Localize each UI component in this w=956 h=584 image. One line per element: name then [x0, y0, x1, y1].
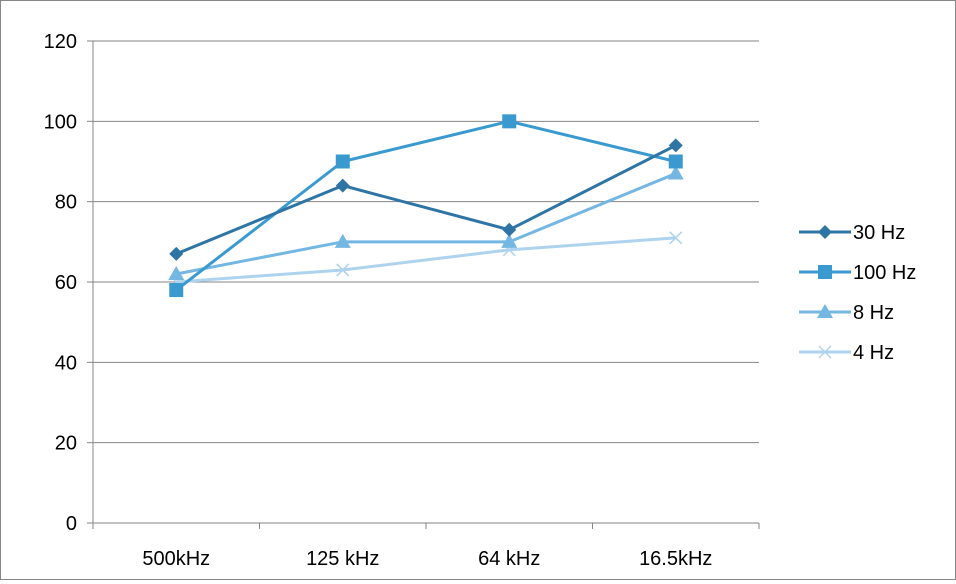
legend-item: 4 Hz: [799, 342, 894, 364]
series-line: [175, 119, 677, 292]
series-8-hz: [168, 165, 684, 280]
legend-marker: [818, 265, 832, 279]
legend-item: 30 Hz: [799, 222, 905, 244]
y-tick-label: 20: [55, 433, 77, 455]
legend-marker: [818, 225, 832, 239]
data-point: [336, 263, 350, 277]
data-point: [334, 233, 351, 248]
legend-marker: [818, 345, 832, 359]
legend-item: 8 Hz: [799, 302, 894, 324]
legend-label: 30 Hz: [853, 222, 905, 244]
x-tick-label: 125 kHz: [306, 548, 379, 570]
legend: 30 Hz 100 Hz 8 Hz 4 Hz: [799, 222, 916, 364]
series-lines: [168, 114, 684, 298]
y-tick-label: 60: [55, 272, 77, 294]
y-tick-label: 120: [44, 31, 77, 53]
data-point: [667, 165, 684, 180]
series-100-hz: [169, 114, 683, 298]
legend-label: 8 Hz: [853, 302, 894, 324]
series-line: [175, 172, 677, 276]
x-tick-label: 64 kHz: [478, 548, 540, 570]
grid-lines: [93, 40, 759, 444]
series-30-hz: [169, 138, 683, 261]
series-line: [176, 236, 676, 284]
y-tick-label: 0: [66, 513, 77, 535]
data-point: [668, 154, 683, 169]
data-point: [169, 283, 184, 298]
data-point: [335, 178, 350, 193]
y-tick-label: 40: [55, 352, 77, 374]
data-point: [502, 114, 517, 129]
data-point: [668, 138, 683, 153]
data-point: [168, 265, 185, 280]
legend-label: 4 Hz: [853, 342, 894, 364]
data-point: [335, 154, 350, 169]
legend-item: 100 Hz: [799, 262, 916, 284]
series-line: [175, 144, 677, 256]
data-point: [669, 231, 683, 245]
y-tick-label: 80: [55, 192, 77, 214]
legend-marker: [817, 304, 833, 318]
axes: 0 20 40 60 80 100 120 500kHz 125 kHz 64 kHz 16.5kH…: [44, 31, 760, 570]
legend-label: 100 Hz: [853, 262, 916, 284]
y-tick-label: 100: [44, 111, 77, 133]
data-point: [502, 222, 517, 237]
data-point: [501, 233, 518, 248]
x-tick-label: 500kHz: [142, 548, 210, 570]
x-tick-label: 16.5kHz: [639, 548, 712, 570]
data-point: [169, 246, 184, 261]
